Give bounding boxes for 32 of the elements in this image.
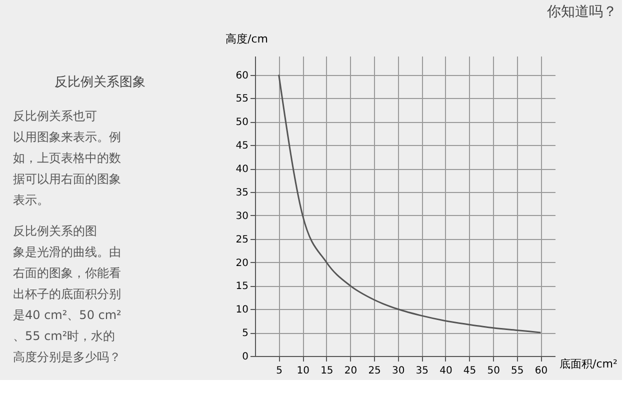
x-tick-label: 30 [392, 366, 405, 376]
x-tick-label: 45 [463, 366, 476, 376]
y-tick-label: 55 [236, 94, 248, 105]
x-tick-label: 10 [296, 366, 310, 376]
y-tick-label: 20 [236, 258, 248, 269]
text: 反比例关系图象 [54, 75, 146, 90]
x-tick-label: 20 [344, 366, 358, 376]
y-axis-title: 高度/cm [226, 32, 268, 46]
y-tick-label: 0 [242, 352, 248, 362]
y-tick-label: 50 [236, 117, 248, 128]
y-tick-label: 35 [236, 187, 248, 198]
y-tick-label: 15 [236, 281, 248, 292]
x-tick-label: 25 [368, 366, 381, 376]
chart-title: 你知道吗？ [546, 4, 617, 20]
y-tick-label: 25 [236, 234, 248, 246]
text: 反比例关系的图象是光滑的曲线。由右面的图象，你能看出杯子的底面积分别是40 cm²、50 cm²、55 cm²时，水的高度分别是多少吗？ [13, 224, 122, 364]
x-axis-title: 底面积/cm² [560, 358, 618, 370]
x-tick-label: 50 [487, 366, 500, 376]
y-tick-label: 45 [236, 140, 248, 152]
y-tick-label: 10 [236, 304, 248, 316]
line-series [278, 74, 542, 334]
y-tick-label: 60 [236, 70, 248, 82]
x-tick-label: 55 [511, 366, 524, 376]
y-tick-label: 40 [236, 164, 248, 175]
x-tick-label: 15 [320, 366, 334, 376]
x-tick-label: 35 [416, 366, 429, 376]
x-tick-label: 60 [534, 366, 548, 376]
y-tick-label: 5 [242, 328, 248, 340]
text: 反比例关系也可以用图象来表示。例如，上页表格中的数据可以用右面的图象表示。 [13, 109, 121, 207]
x-tick-label: 40 [440, 366, 452, 376]
y-tick-label: 30 [236, 210, 248, 222]
x-tick-label: 5 [276, 366, 282, 376]
